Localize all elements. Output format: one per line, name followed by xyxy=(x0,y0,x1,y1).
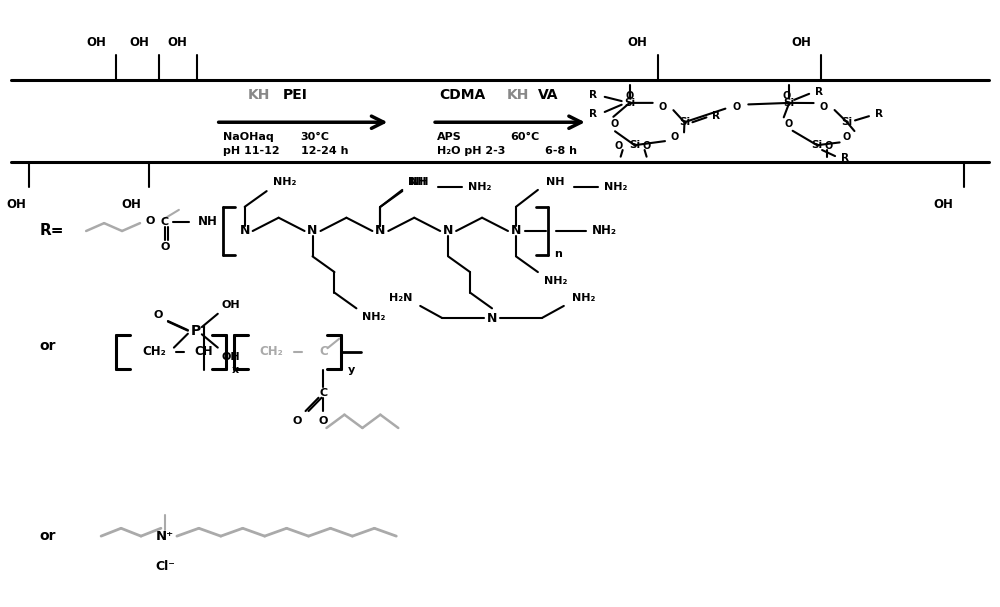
Text: C: C xyxy=(319,345,328,358)
Text: P: P xyxy=(191,324,201,337)
Text: Si: Si xyxy=(629,140,640,150)
Text: R: R xyxy=(815,87,823,97)
Text: R=: R= xyxy=(39,223,64,239)
Text: R: R xyxy=(841,154,849,163)
Text: CH₂: CH₂ xyxy=(260,345,284,358)
Text: Si: Si xyxy=(679,117,690,127)
Text: NH: NH xyxy=(410,177,429,188)
Text: CDMA: CDMA xyxy=(439,88,485,102)
Text: KH: KH xyxy=(507,88,529,102)
Text: C: C xyxy=(319,388,328,398)
Text: NaOHaq: NaOHaq xyxy=(223,132,274,142)
Text: N: N xyxy=(511,225,521,237)
Text: Cl⁻: Cl⁻ xyxy=(155,560,175,573)
Text: CH₂: CH₂ xyxy=(142,345,166,358)
Text: O: O xyxy=(292,416,302,426)
Text: 12-24 h: 12-24 h xyxy=(301,146,348,156)
Text: KH: KH xyxy=(247,88,270,102)
Text: APS: APS xyxy=(437,132,462,142)
Text: 6-8 h: 6-8 h xyxy=(545,146,577,156)
Text: O: O xyxy=(782,91,790,101)
Text: OH: OH xyxy=(86,36,106,49)
Text: pH 11-12: pH 11-12 xyxy=(223,146,279,156)
Text: O: O xyxy=(615,141,623,151)
Text: OH: OH xyxy=(791,36,811,49)
Text: H₂N: H₂N xyxy=(389,293,412,303)
Text: O: O xyxy=(843,132,851,142)
Text: N: N xyxy=(443,225,453,237)
Text: Si: Si xyxy=(841,117,853,127)
Text: O: O xyxy=(784,119,792,129)
Text: 30°C: 30°C xyxy=(301,132,330,142)
Text: Si: Si xyxy=(624,98,635,108)
Text: NH₂: NH₂ xyxy=(592,225,617,237)
Text: O: O xyxy=(319,416,328,426)
Text: N: N xyxy=(487,311,497,325)
Text: N⁺: N⁺ xyxy=(156,530,174,543)
Text: n: n xyxy=(554,249,562,259)
Text: NH₂: NH₂ xyxy=(604,183,627,192)
Text: O: O xyxy=(610,119,618,129)
Text: y: y xyxy=(347,365,355,375)
Text: 60°C: 60°C xyxy=(510,132,539,142)
Text: R: R xyxy=(589,90,597,100)
Text: NH: NH xyxy=(408,177,427,188)
Text: NH₂: NH₂ xyxy=(572,293,595,303)
Text: NH₂: NH₂ xyxy=(544,276,567,286)
Text: O: O xyxy=(154,310,163,320)
Text: O: O xyxy=(825,141,833,151)
Text: O: O xyxy=(670,132,679,142)
Text: NH: NH xyxy=(198,215,218,228)
Text: or: or xyxy=(39,529,56,543)
Text: O: O xyxy=(820,101,828,112)
Text: O: O xyxy=(659,101,667,112)
Text: Si: Si xyxy=(784,98,795,108)
Text: OH: OH xyxy=(121,198,141,211)
Text: OH: OH xyxy=(222,352,240,362)
Text: x: x xyxy=(232,365,239,375)
Text: H₂O pH 2-3: H₂O pH 2-3 xyxy=(437,146,506,156)
Text: OH: OH xyxy=(222,299,240,310)
Text: NH₂: NH₂ xyxy=(273,177,296,188)
Text: O: O xyxy=(160,242,170,253)
Text: OH: OH xyxy=(167,36,187,49)
Text: N: N xyxy=(240,225,250,237)
Text: NH: NH xyxy=(546,177,564,188)
Text: R: R xyxy=(875,109,883,120)
Text: R: R xyxy=(712,111,720,121)
Text: OH: OH xyxy=(6,198,26,211)
Text: CH: CH xyxy=(195,345,213,358)
Text: NH₂: NH₂ xyxy=(362,312,386,322)
Text: PEI: PEI xyxy=(283,88,308,102)
Text: O: O xyxy=(626,91,634,101)
Text: O: O xyxy=(145,215,155,226)
Text: N: N xyxy=(307,225,318,237)
Text: or: or xyxy=(39,339,56,353)
Text: O: O xyxy=(733,101,741,112)
Text: R: R xyxy=(589,109,597,119)
Text: NH₂: NH₂ xyxy=(468,183,491,192)
Text: C: C xyxy=(161,217,169,227)
Text: O: O xyxy=(642,141,651,151)
Text: Si: Si xyxy=(812,140,823,150)
Text: N: N xyxy=(375,225,386,237)
Text: VA: VA xyxy=(538,88,558,102)
Text: OH: OH xyxy=(934,198,954,211)
Text: OH: OH xyxy=(129,36,149,49)
Text: OH: OH xyxy=(628,36,648,49)
